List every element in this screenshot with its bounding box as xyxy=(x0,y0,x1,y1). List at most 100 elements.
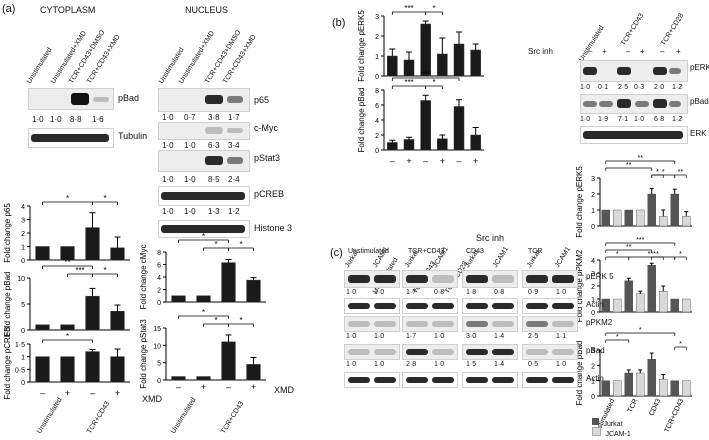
c-blot-band xyxy=(552,349,574,355)
y-tick-label: 0 xyxy=(157,300,161,307)
xmd-sign: + xyxy=(115,388,120,398)
bar xyxy=(659,291,668,313)
y-tick-label: 4 xyxy=(21,204,25,211)
c-blot-band xyxy=(432,321,454,327)
bar xyxy=(110,356,125,383)
y-tick-label: 0 xyxy=(591,224,595,231)
blot-value: 1·0 xyxy=(556,289,567,296)
y-tick-label: 1 xyxy=(21,355,25,362)
c-blot-band xyxy=(526,377,548,383)
blot-value: 1·2 xyxy=(672,84,683,91)
c-blot-band xyxy=(492,377,514,383)
c-blot-band xyxy=(374,377,396,383)
xmd-sign: – xyxy=(176,382,181,392)
y-tick-label: 0 xyxy=(375,148,379,155)
xmd-sign: + xyxy=(251,382,256,392)
y-tick-label: 0 xyxy=(21,380,25,387)
bar xyxy=(601,298,610,313)
c-blot-strip xyxy=(462,270,518,288)
blot-value: 0·9 xyxy=(528,289,539,296)
y-tick-label: 2 xyxy=(591,363,595,370)
src-sign: + xyxy=(473,156,478,166)
c-blot-strip xyxy=(462,298,518,314)
y-tick-label: 1 xyxy=(21,245,25,252)
c-blot-band xyxy=(552,275,574,283)
blot-pcreb xyxy=(158,186,250,206)
blot-value: 3·8 xyxy=(208,113,220,122)
c-x-label: TCR xyxy=(627,398,639,414)
c-group-title: Unstimulated xyxy=(348,248,389,255)
b-blot-sign: – xyxy=(660,47,665,56)
blot-label: c-Myc xyxy=(254,123,278,133)
c-blot-strip xyxy=(462,316,518,332)
y-tick-label: 3 xyxy=(591,348,595,355)
significance-label: * xyxy=(432,78,435,87)
c-blot-band xyxy=(552,377,574,383)
blot-value: 8·5 xyxy=(208,175,220,184)
c-blot-band xyxy=(432,303,454,309)
c-blot-band xyxy=(348,377,370,383)
legend-jurkat: Jurkat xyxy=(592,414,623,430)
bar xyxy=(453,43,465,77)
src-sign: + xyxy=(440,156,445,166)
b-blot-sign: + xyxy=(640,47,645,56)
b-blot-sign: – xyxy=(626,47,631,56)
bar xyxy=(624,372,633,397)
c-blot-band xyxy=(374,275,396,283)
blot-label: Actin xyxy=(586,300,604,309)
c-blot-band xyxy=(526,349,548,355)
blot-value: 1·9 xyxy=(598,116,609,123)
blot-pstat3 xyxy=(158,150,250,172)
c-blot-band xyxy=(348,303,370,309)
blot-value: 8·8 xyxy=(70,115,82,124)
blot-value: 1·0 xyxy=(374,333,385,340)
y-tick-label: 5 xyxy=(157,361,161,368)
bar xyxy=(647,193,656,227)
significance-label: ** xyxy=(678,169,684,176)
c-blot-band xyxy=(406,377,428,383)
c-blot-strip xyxy=(402,344,458,360)
blot-value: 1·4 xyxy=(494,333,505,340)
significance-label: ** xyxy=(638,155,644,162)
blot-value: 1·0 xyxy=(374,289,385,296)
bar xyxy=(613,209,622,227)
bar xyxy=(682,298,691,313)
blot-value: 1·6 xyxy=(92,115,104,124)
blot-value: 1·2 xyxy=(672,116,683,123)
significance-label: * xyxy=(639,327,642,334)
c-blot-strip xyxy=(522,316,578,332)
c-blot-strip xyxy=(522,344,578,360)
panel-b-label: (b) xyxy=(332,17,346,29)
y-tick-label: 4 xyxy=(375,118,379,125)
blot-value: 1·8 xyxy=(466,289,477,296)
y-axis-label: Fold change pBad xyxy=(3,272,12,337)
blot-value: 1·0 xyxy=(50,115,62,124)
panel-a-label: (a) xyxy=(2,3,16,15)
c-blot-band xyxy=(432,349,454,355)
c-blot-band xyxy=(492,321,514,327)
y-tick-label: 2 xyxy=(375,34,379,41)
bar xyxy=(35,356,50,383)
y-tick-label: 5 xyxy=(21,302,25,309)
significance-label: * xyxy=(616,334,619,341)
blot-value: 1·0 xyxy=(162,141,174,150)
c-blot-strip xyxy=(402,298,458,314)
y-axis-label: Fold change cMyc xyxy=(139,245,148,310)
nucleus-title: NUCLEUS xyxy=(185,5,229,15)
significance-label: * xyxy=(202,308,205,317)
c-blot-band xyxy=(406,303,428,309)
bar xyxy=(387,55,398,77)
blot-value: 1·0 xyxy=(162,113,174,122)
c-blot-strip xyxy=(522,270,578,288)
significance-label: ** xyxy=(626,162,632,169)
c-blot-band xyxy=(492,303,514,309)
significance-label: * xyxy=(103,194,106,203)
blot-tubulin xyxy=(28,128,114,148)
blot-value: 1·0 xyxy=(580,116,591,123)
legend-label: JCAM-1 xyxy=(605,431,631,438)
significance-label: * xyxy=(616,251,619,258)
bar xyxy=(246,364,261,381)
y-tick-label: 2 xyxy=(375,133,379,140)
y-tick-label: 1 xyxy=(375,54,379,61)
blot-label: ERK 2 xyxy=(690,129,709,138)
